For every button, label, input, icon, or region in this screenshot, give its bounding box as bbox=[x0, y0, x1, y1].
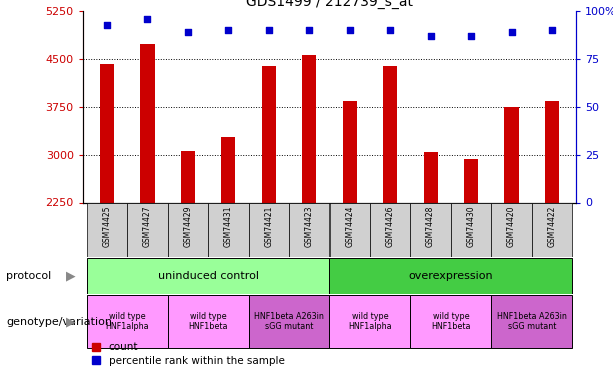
Bar bbox=[208, 202, 248, 257]
Bar bbox=[424, 152, 438, 202]
Bar bbox=[289, 202, 329, 257]
Bar bbox=[100, 63, 114, 202]
Bar bbox=[451, 202, 491, 257]
Bar bbox=[383, 66, 397, 203]
Legend: count, percentile rank within the sample: count, percentile rank within the sample bbox=[88, 338, 289, 370]
Point bbox=[506, 29, 516, 35]
Point bbox=[425, 33, 435, 39]
Text: genotype/variation: genotype/variation bbox=[6, 316, 112, 327]
Text: ▶: ▶ bbox=[66, 269, 75, 282]
Bar bbox=[504, 107, 519, 202]
Text: GSM74424: GSM74424 bbox=[345, 205, 354, 247]
Text: GSM74420: GSM74420 bbox=[507, 205, 516, 247]
Bar bbox=[128, 202, 167, 257]
Point bbox=[466, 33, 476, 39]
Text: GSM74426: GSM74426 bbox=[386, 205, 395, 247]
Text: GSM74422: GSM74422 bbox=[547, 205, 557, 247]
Bar bbox=[330, 202, 370, 257]
Bar bbox=[262, 66, 276, 203]
Text: GSM74429: GSM74429 bbox=[183, 205, 192, 247]
Bar bbox=[181, 151, 195, 202]
Point bbox=[305, 27, 314, 33]
Bar bbox=[140, 44, 154, 203]
Text: GSM74421: GSM74421 bbox=[264, 205, 273, 247]
Point bbox=[224, 27, 234, 33]
Point bbox=[345, 27, 354, 33]
Point bbox=[183, 29, 193, 35]
Bar bbox=[410, 296, 491, 348]
Point bbox=[143, 16, 153, 22]
Bar bbox=[168, 296, 249, 348]
Bar bbox=[330, 296, 410, 348]
Text: GSM74423: GSM74423 bbox=[305, 205, 314, 247]
Point bbox=[547, 27, 557, 33]
Bar bbox=[87, 202, 128, 257]
Bar bbox=[370, 202, 410, 257]
Text: wild type
HNF1beta: wild type HNF1beta bbox=[431, 312, 471, 331]
Bar bbox=[87, 258, 330, 294]
Text: wild type
HNF1beta: wild type HNF1beta bbox=[188, 312, 228, 331]
Bar bbox=[411, 202, 451, 257]
Bar bbox=[168, 202, 208, 257]
Text: GSM74430: GSM74430 bbox=[466, 205, 476, 247]
Bar bbox=[531, 202, 572, 257]
Text: HNF1beta A263in
sGG mutant: HNF1beta A263in sGG mutant bbox=[254, 312, 324, 331]
Bar bbox=[545, 101, 559, 202]
Text: wild type
HNF1alpha: wild type HNF1alpha bbox=[348, 312, 392, 331]
Bar bbox=[491, 296, 572, 348]
Bar bbox=[249, 296, 330, 348]
Bar bbox=[302, 55, 316, 202]
Bar bbox=[343, 101, 357, 202]
Text: GSM74431: GSM74431 bbox=[224, 205, 233, 247]
Bar bbox=[249, 202, 289, 257]
Text: HNF1beta A263in
sGG mutant: HNF1beta A263in sGG mutant bbox=[497, 312, 566, 331]
Text: overexpression: overexpression bbox=[408, 271, 493, 280]
Point bbox=[264, 27, 274, 33]
Bar bbox=[221, 138, 235, 202]
Text: wild type
HNF1alpha: wild type HNF1alpha bbox=[105, 312, 149, 331]
Text: protocol: protocol bbox=[6, 271, 51, 280]
Title: GDS1499 / 212739_s_at: GDS1499 / 212739_s_at bbox=[246, 0, 413, 9]
Point bbox=[385, 27, 395, 33]
Point bbox=[102, 22, 112, 28]
Bar bbox=[87, 296, 168, 348]
Bar bbox=[492, 202, 531, 257]
Text: uninduced control: uninduced control bbox=[158, 271, 259, 280]
Text: GSM74425: GSM74425 bbox=[102, 205, 112, 247]
Bar bbox=[330, 258, 572, 294]
Bar bbox=[464, 159, 478, 203]
Text: ▶: ▶ bbox=[66, 315, 75, 328]
Text: GSM74428: GSM74428 bbox=[426, 205, 435, 247]
Text: GSM74427: GSM74427 bbox=[143, 205, 152, 247]
